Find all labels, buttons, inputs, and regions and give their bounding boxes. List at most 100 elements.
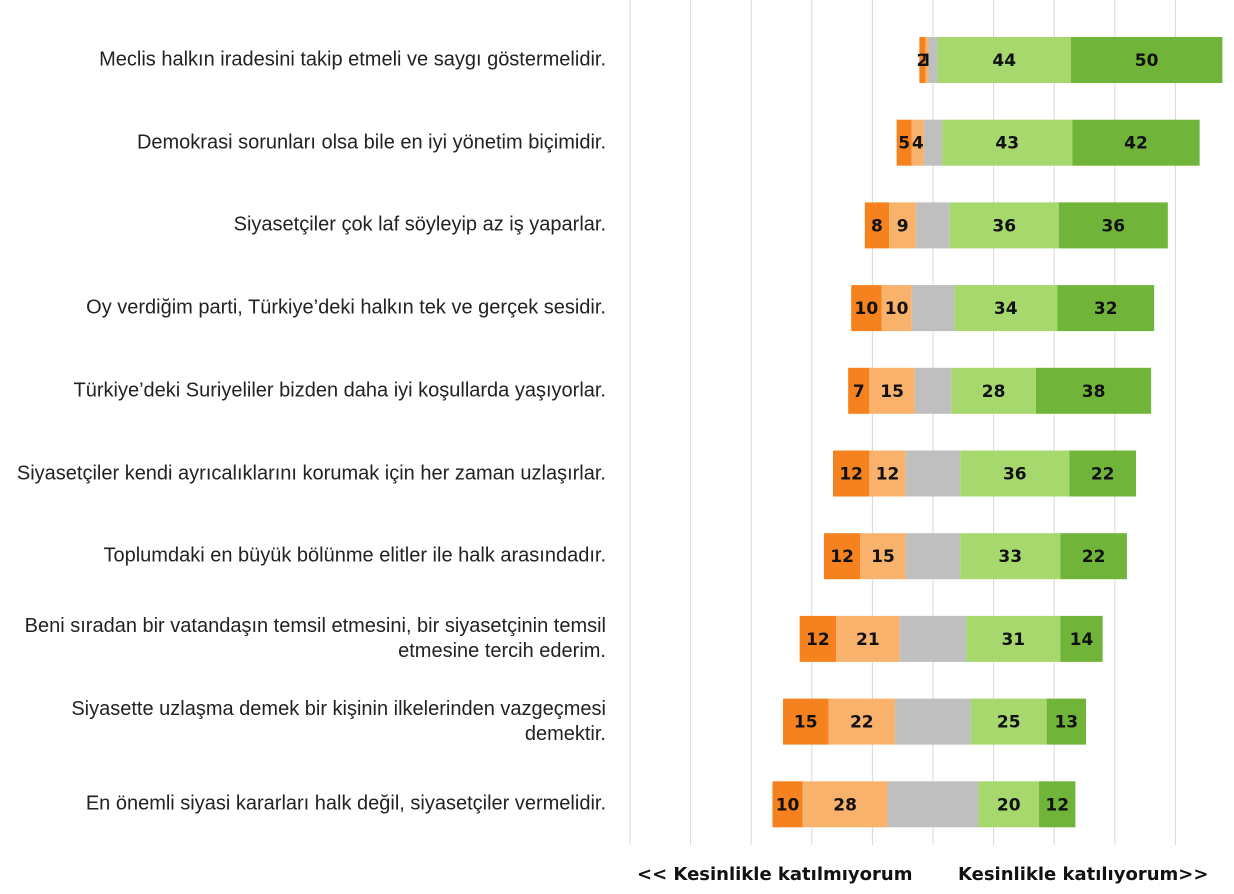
bar-segment bbox=[978, 781, 1040, 828]
bar-segment bbox=[911, 119, 924, 166]
bar-segment bbox=[914, 367, 952, 414]
bar-segment bbox=[960, 533, 1061, 580]
category-label: Siyasetçiler çok laf söyleyip az iş yapa… bbox=[233, 213, 606, 236]
value-label: 10 bbox=[885, 299, 909, 319]
value-label: 36 bbox=[1003, 465, 1027, 485]
value-label: 34 bbox=[994, 299, 1018, 319]
category-label: Meclis halkın iradesini takip etmeli ve … bbox=[99, 48, 606, 71]
bar-segment bbox=[896, 119, 912, 166]
bar-segment bbox=[899, 615, 967, 662]
bar-segment bbox=[1058, 202, 1168, 249]
value-label: 28 bbox=[982, 382, 1006, 402]
value-label: 43 bbox=[995, 134, 1019, 154]
bar-segment bbox=[1060, 615, 1103, 662]
bar-segment bbox=[951, 367, 1037, 414]
bar-segment bbox=[954, 285, 1058, 332]
bar-segment bbox=[1070, 37, 1223, 83]
value-label: 38 bbox=[1082, 382, 1106, 402]
value-label: 1 bbox=[921, 51, 933, 71]
value-label: 7 bbox=[853, 382, 865, 402]
bar-segment bbox=[919, 37, 926, 83]
value-label: 12 bbox=[876, 465, 900, 485]
value-label: 25 bbox=[997, 713, 1021, 733]
bar-segment bbox=[1046, 698, 1087, 745]
category-label: En önemli siyasi kararları halk değil, s… bbox=[85, 792, 606, 815]
bar-segment bbox=[905, 450, 961, 497]
bar-segment bbox=[828, 698, 896, 745]
value-label: 22 bbox=[1082, 547, 1106, 567]
bar-segment bbox=[916, 202, 950, 249]
bar-segment bbox=[772, 781, 803, 828]
bar-segment bbox=[881, 285, 912, 332]
value-label: 15 bbox=[794, 713, 818, 733]
value-label: 15 bbox=[871, 547, 895, 567]
bar-segment bbox=[836, 615, 900, 662]
value-label: 8 bbox=[871, 216, 883, 236]
bar-segment bbox=[1057, 285, 1155, 332]
value-label: 36 bbox=[1101, 216, 1125, 236]
bar-segment bbox=[783, 698, 829, 745]
bar-segment bbox=[860, 533, 906, 580]
bar-segment bbox=[942, 119, 1073, 166]
bar-segment bbox=[925, 37, 929, 83]
value-label: 12 bbox=[839, 465, 863, 485]
category-label: Siyasette uzlaşma demek bir kişinin ilke… bbox=[71, 697, 606, 745]
value-label: 2 bbox=[916, 51, 928, 71]
bar-segment bbox=[823, 533, 861, 580]
value-label: 36 bbox=[992, 216, 1016, 236]
category-label: Siyasetçiler kendi ayrıcalıklarını korum… bbox=[16, 462, 606, 484]
value-label: 12 bbox=[806, 630, 830, 650]
value-label: 13 bbox=[1054, 713, 1078, 733]
bar-segment bbox=[1039, 781, 1076, 828]
value-label: 50 bbox=[1135, 51, 1159, 71]
bar-segment bbox=[911, 285, 955, 332]
bar-segment bbox=[905, 533, 961, 580]
bar-segment bbox=[966, 615, 1061, 662]
value-label: 14 bbox=[1070, 630, 1094, 650]
bar-segment bbox=[1036, 367, 1152, 414]
value-label: 28 bbox=[833, 795, 857, 815]
value-label: 22 bbox=[850, 713, 874, 733]
bar-segment bbox=[864, 202, 890, 249]
bar-segment bbox=[887, 781, 979, 828]
value-label: 22 bbox=[1091, 465, 1115, 485]
bar-segment bbox=[1072, 119, 1200, 166]
bar-segment bbox=[889, 202, 917, 249]
bar-segment bbox=[833, 450, 870, 497]
value-label: 5 bbox=[898, 134, 910, 154]
value-label: 10 bbox=[855, 299, 879, 319]
bar-segment bbox=[869, 450, 906, 497]
bar-segment bbox=[1060, 533, 1127, 580]
value-label: 32 bbox=[1094, 299, 1118, 319]
value-label: 9 bbox=[897, 216, 909, 236]
value-label: 42 bbox=[1124, 134, 1148, 154]
value-label: 31 bbox=[1001, 630, 1025, 650]
value-label: 12 bbox=[830, 547, 854, 567]
bar-segment bbox=[1069, 450, 1137, 497]
value-label: 4 bbox=[912, 134, 924, 154]
value-label: 10 bbox=[776, 795, 800, 815]
bar-segment bbox=[960, 450, 1070, 497]
category-label: Toplumdaki en büyük bölünme elitler ile … bbox=[103, 544, 606, 567]
bar-segment bbox=[923, 119, 943, 166]
value-label: 44 bbox=[992, 51, 1016, 71]
bar-segment bbox=[802, 781, 888, 828]
bar-segment bbox=[949, 202, 1059, 249]
bar-segment bbox=[970, 698, 1047, 745]
value-label: 21 bbox=[856, 630, 880, 650]
bar-segment bbox=[937, 37, 1071, 83]
category-label: Demokrasi sorunları olsa bile en iyi yön… bbox=[136, 131, 606, 154]
bar-segment bbox=[895, 698, 971, 745]
bar-segment bbox=[848, 367, 870, 414]
right-axis-label: Kesinlikle katılıyorum>> bbox=[958, 864, 1209, 885]
category-label: Oy verdiğim parti, Türkiye’deki halkın t… bbox=[86, 296, 606, 319]
value-label: 12 bbox=[1045, 795, 1069, 815]
bar-segment bbox=[799, 615, 837, 662]
value-label: 33 bbox=[998, 547, 1022, 567]
bar-segment bbox=[851, 285, 882, 332]
value-label: 20 bbox=[997, 795, 1021, 815]
bar-segment bbox=[869, 367, 915, 414]
value-label: 15 bbox=[880, 382, 904, 402]
category-label: Beni sıradan bir vatandaşın temsil etmes… bbox=[24, 614, 606, 662]
